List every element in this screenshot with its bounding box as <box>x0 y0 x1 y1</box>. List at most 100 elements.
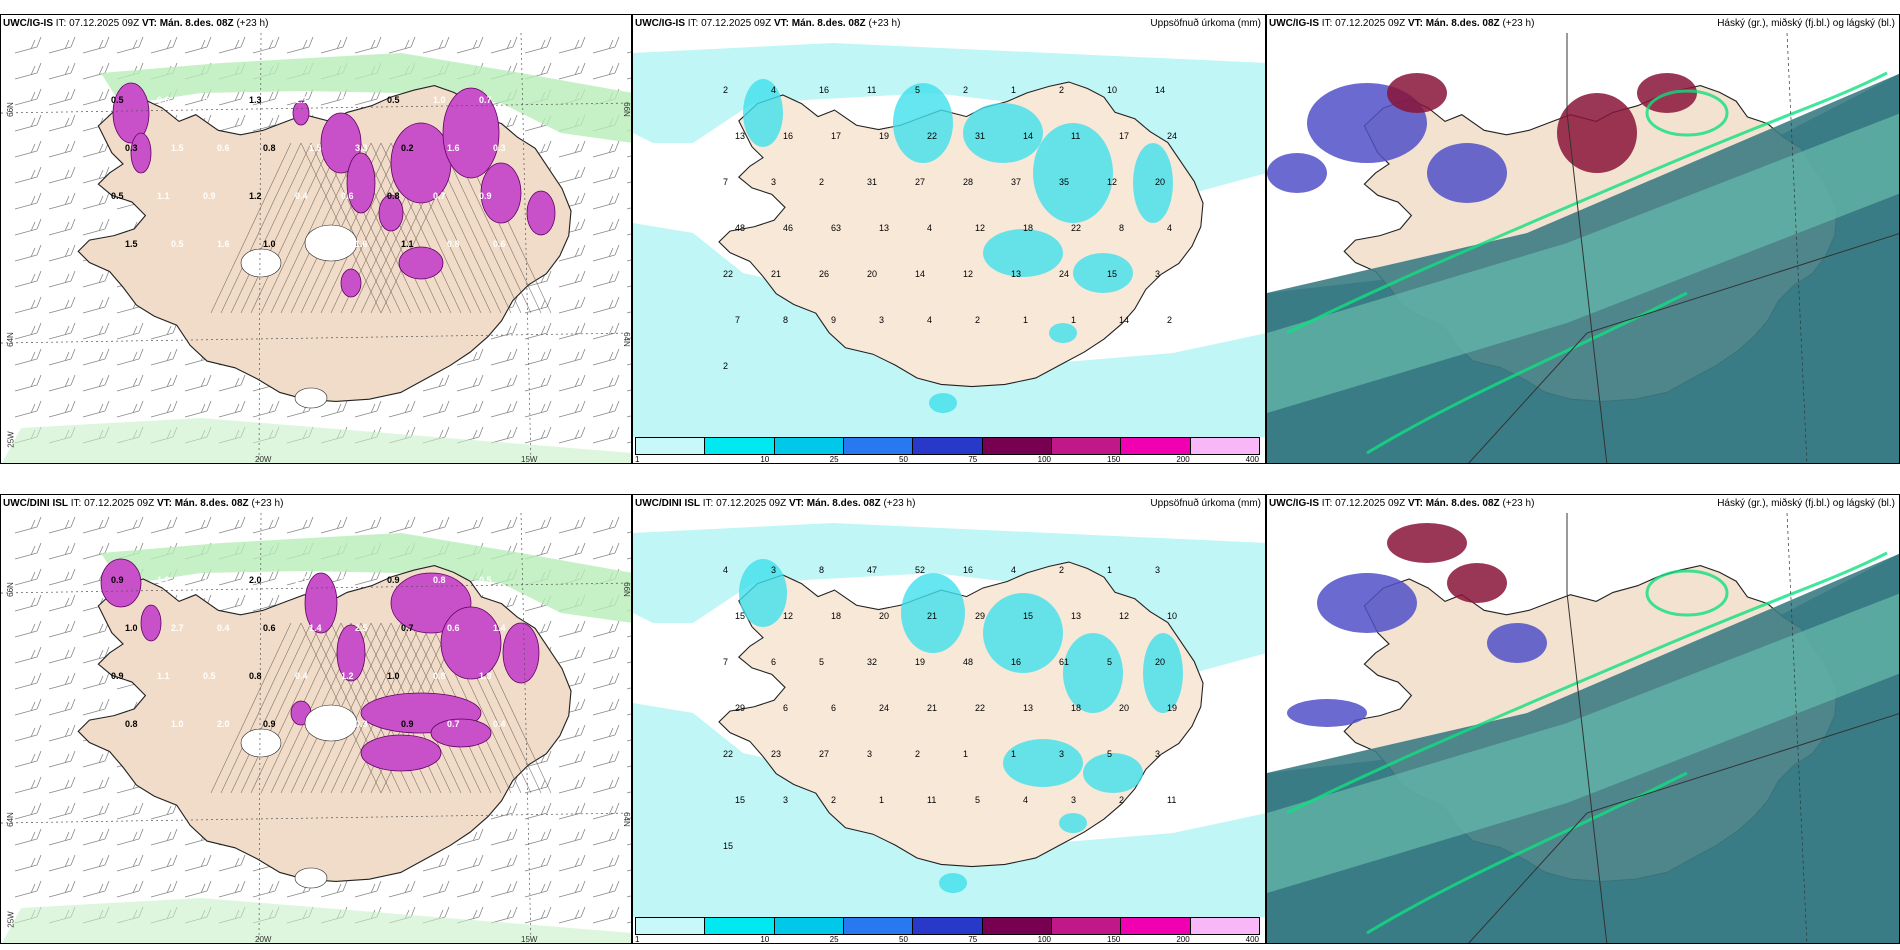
panel-header: UWC/DINI ISL IT: 07.12.2025 09Z VT: Mán.… <box>635 498 1261 512</box>
vt-label: VT: <box>1407 498 1423 509</box>
snow-value-label: 1.2 <box>341 671 354 681</box>
colorbar: 1 10 25 50 75 100 150 200 400 <box>635 437 1260 464</box>
precip-value-label: 2 <box>723 85 728 95</box>
snow-value-label: 0.7 <box>433 191 446 201</box>
panel-header: UWC/DINI ISL IT: 07.12.2025 09Z VT: Mán.… <box>3 498 627 512</box>
precip-value-label: 32 <box>867 657 877 667</box>
precip-value-label: 15 <box>735 611 745 621</box>
colorbar-swatch <box>1189 917 1260 935</box>
colorbar-swatch <box>773 437 844 455</box>
precip-value-label: 23 <box>771 749 781 759</box>
precip-value-label: 3 <box>1155 749 1160 759</box>
precip-value-label: 1 <box>1011 749 1016 759</box>
snow-value-label: 0.8 <box>249 671 262 681</box>
panel-precip-bottom: UWC/DINI ISL IT: 07.12.2025 09Z VT: Mán.… <box>632 494 1266 944</box>
lat-label: 25W <box>6 431 16 448</box>
precip-value-label: 2 <box>963 85 968 95</box>
precip-value-label: 2 <box>831 795 836 805</box>
precip-value-label: 22 <box>723 269 733 279</box>
precip-value-label: 29 <box>975 611 985 621</box>
precip-value-label: 26 <box>819 269 829 279</box>
panel-precip-top: UWC/IG-IS IT: 07.12.2025 09Z VT: Mán. 8.… <box>632 14 1266 464</box>
precip-value-label: 2 <box>915 749 920 759</box>
precip-title: Uppsöfnuð úrkoma (mm) <box>1150 498 1261 509</box>
snow-value-label: 2.7 <box>171 623 184 633</box>
precip-value-label: 1 <box>1023 315 1028 325</box>
snow-value-label: 0.9 <box>387 575 400 585</box>
precip-value-label: 12 <box>975 223 985 233</box>
lat-label: 64N <box>621 812 631 827</box>
snow-value-label: 1.2 <box>249 191 262 201</box>
precip-value-label: 24 <box>879 703 889 713</box>
it-label: IT: <box>1321 18 1333 29</box>
snow-value-label: 0.5 <box>111 191 124 201</box>
snow-value-label: 1.3 <box>249 95 262 105</box>
lon-label: 15W <box>521 935 538 944</box>
lead-time: (+23 h) <box>1502 498 1535 509</box>
precip-value-label: 20 <box>1155 657 1165 667</box>
snow-value-label: 0.9 <box>309 239 322 249</box>
precip-value-label: 4 <box>927 315 932 325</box>
cloud-title: Háský (gr.), miðský (fj.bl.) og lágský (… <box>1717 498 1895 509</box>
colorbar-swatch <box>635 437 706 455</box>
precip-value-label: 13 <box>1071 611 1081 621</box>
precip-value-label: 22 <box>975 703 985 713</box>
precip-value-label: 11 <box>927 795 936 805</box>
precip-value-label: 14 <box>1023 131 1033 141</box>
precip-value-label: 3 <box>1071 795 1076 805</box>
it-value: 07.12.2025 09Z <box>69 18 140 29</box>
snow-value-label: 0.2 <box>401 143 414 153</box>
colorbar-swatch <box>1120 917 1191 935</box>
lat-label: 25W <box>6 911 16 928</box>
precip-value-label: 13 <box>735 131 745 141</box>
colorbar-swatch <box>1120 437 1191 455</box>
precip-value-label: 3 <box>1155 565 1160 575</box>
snow-value-label: 0.5 <box>171 239 184 249</box>
precip-value-label: 10 <box>1167 611 1177 621</box>
snow-value-label: 1.5 <box>171 143 184 153</box>
precip-value-label: 18 <box>1023 223 1033 233</box>
vt-value: Mán. 8.des. 08Z <box>806 498 881 509</box>
panel-header: UWC/IG-IS IT: 07.12.2025 09Z VT: Mán. 8.… <box>1269 18 1895 32</box>
precip-value-label: 14 <box>1119 315 1129 325</box>
snow-value-label: 0.3 <box>125 143 138 153</box>
precip-value-label: 2 <box>1167 315 1172 325</box>
precip-value-label: 14 <box>915 269 925 279</box>
snow-value-label: 1.2 <box>203 575 216 585</box>
colorbar-tick: 100 <box>1037 455 1052 464</box>
precip-value-label: 3 <box>783 795 788 805</box>
cloud-title: Háský (gr.), miðský (fj.bl.) og lágský (… <box>1717 18 1895 29</box>
snow-value-label: 0.7 <box>447 719 460 729</box>
colorbar-swatch <box>843 917 914 935</box>
cloud-map <box>1267 513 1899 943</box>
precip-value-label: 21 <box>927 611 937 621</box>
colorbar-swatch <box>912 917 983 935</box>
precip-value-label: 12 <box>963 269 973 279</box>
snow-value-label: 1.0 <box>171 719 184 729</box>
precip-value-label: 47 <box>867 565 877 575</box>
vt-value: Mán. 8.des. 08Z <box>1425 498 1500 509</box>
vt-value: Mán. 8.des. 08Z <box>159 18 234 29</box>
precip-value-label: 22 <box>1071 223 1081 233</box>
precip-value-label: 11 <box>867 85 876 95</box>
colorbar-tick: 75 <box>968 455 978 464</box>
snow-value-label: 1.1 <box>157 191 170 201</box>
model-name: UWC/IG-IS <box>3 18 53 29</box>
precip-value-label: 4 <box>1023 795 1028 805</box>
precip-value-label: 29 <box>735 703 745 713</box>
lead-time: (+23 h) <box>1502 18 1535 29</box>
precip-value-label: 15 <box>1023 611 1033 621</box>
snow-value-label: 0.3 <box>493 143 506 153</box>
precip-value-label: 20 <box>867 269 877 279</box>
precip-value-label: 48 <box>735 223 745 233</box>
snow-value-label: 2.5 <box>355 623 368 633</box>
vt-label: VT: <box>1407 18 1423 29</box>
precip-value-label: 5 <box>915 85 920 95</box>
snow-value-label: 0.6 <box>157 95 170 105</box>
precip-value-label: 20 <box>1155 177 1165 187</box>
snow-value-label: 0.4 <box>493 719 506 729</box>
lat-label: 66N <box>621 582 631 597</box>
snow-value-label: 0.9 <box>341 95 354 105</box>
colorbar-swatch <box>704 917 775 935</box>
